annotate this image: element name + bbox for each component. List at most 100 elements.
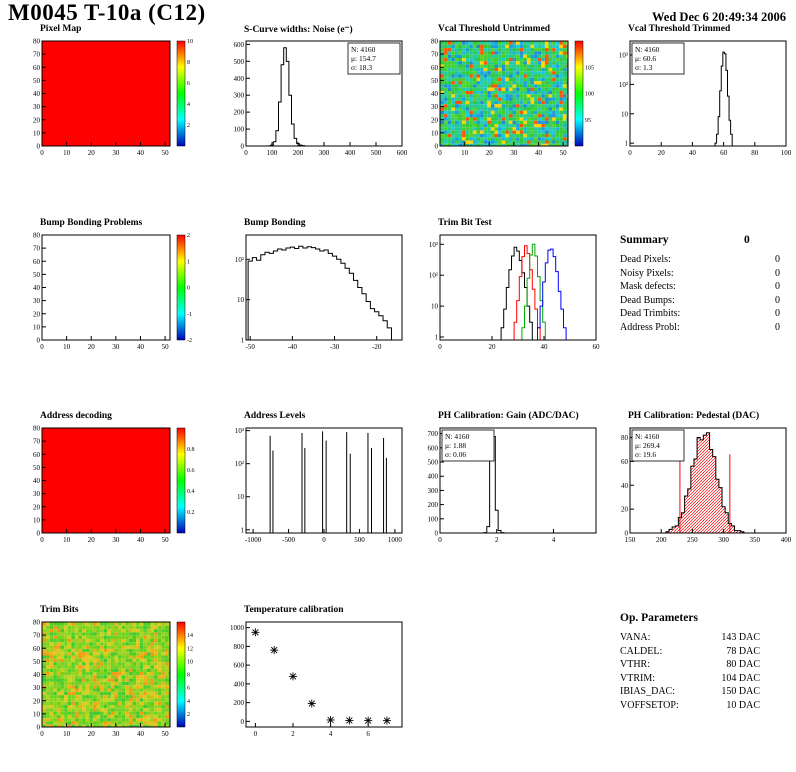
plot-area: 150 200 250 300 350 400 0 20 40 60 80 N: 4160 μ: 269… — [600, 423, 796, 561]
svg-text:8: 8 — [187, 673, 190, 679]
chart-title: Pixel Map — [40, 24, 82, 34]
svg-text:350: 350 — [750, 536, 761, 544]
svg-text:60: 60 — [33, 64, 41, 72]
chart-ph-gain: PH Calibration: Gain (ADC/DAC) 0 2 4 0 100 20… — [410, 411, 610, 563]
svg-text:μ: 1.88: μ: 1.88 — [445, 441, 466, 450]
svg-text:60: 60 — [33, 645, 41, 653]
svg-text:0: 0 — [625, 530, 629, 538]
svg-text:20: 20 — [88, 149, 96, 157]
chart-trim-bit-test: Trim Bit Test 0 20 40 60 1 10 10² 10³ — [410, 218, 610, 370]
svg-text:10: 10 — [237, 493, 245, 501]
svg-text:1: 1 — [241, 337, 245, 345]
op-parameters-header: Op. Parameters — [620, 612, 760, 626]
svg-text:200: 200 — [293, 149, 304, 157]
summary-row-value: 0 — [775, 254, 780, 265]
svg-text:2: 2 — [187, 123, 190, 129]
svg-text:0: 0 — [254, 730, 258, 738]
svg-text:700: 700 — [428, 430, 439, 438]
svg-text:10³: 10³ — [429, 241, 438, 249]
svg-text:600: 600 — [234, 662, 245, 670]
summary-row: Mask defects: 0 — [620, 280, 780, 294]
svg-text:80: 80 — [33, 425, 41, 433]
plot-svg: 0 10 20 30 40 50 0 10 20 30 40 50 60 70 80 2 4 6 8 10 — [33, 38, 193, 158]
svg-text:50: 50 — [33, 658, 41, 666]
svg-text:0: 0 — [40, 536, 44, 544]
op-parameters-title: Op. Parameters — [620, 612, 698, 624]
op-parameter-value: 78 DAC — [726, 645, 760, 657]
svg-text:40: 40 — [33, 671, 41, 679]
svg-text:20: 20 — [33, 697, 41, 705]
svg-text:0: 0 — [322, 536, 326, 544]
svg-text:1000: 1000 — [230, 624, 245, 632]
svg-text:0: 0 — [241, 143, 245, 151]
svg-text:0: 0 — [37, 337, 41, 345]
svg-text:40: 40 — [33, 284, 41, 292]
svg-text:10: 10 — [63, 343, 71, 351]
plot-svg: 0 100 200 300 400 500 600 0 100 200 300 400 500 600 N:… — [234, 40, 408, 157]
svg-text:70: 70 — [33, 245, 41, 253]
svg-text:10: 10 — [33, 516, 41, 524]
svg-text:4: 4 — [187, 699, 190, 705]
svg-text:40: 40 — [621, 482, 629, 490]
svg-text:50: 50 — [33, 271, 41, 279]
svg-text:50: 50 — [162, 343, 170, 351]
svg-text:σ: 19.6: σ: 19.6 — [635, 450, 656, 459]
svg-text:30: 30 — [112, 343, 120, 351]
svg-text:0: 0 — [187, 286, 190, 292]
svg-text:10: 10 — [461, 149, 469, 157]
svg-text:6: 6 — [187, 686, 190, 692]
svg-text:70: 70 — [431, 51, 439, 59]
svg-text:10³: 10³ — [235, 427, 244, 435]
svg-text:600: 600 — [397, 149, 408, 157]
op-parameter-label: VTHR: — [620, 659, 650, 670]
svg-text:70: 70 — [33, 51, 41, 59]
svg-text:2: 2 — [187, 712, 190, 718]
svg-text:0: 0 — [435, 530, 439, 538]
summary-row-value: 0 — [775, 308, 780, 319]
svg-text:0: 0 — [628, 149, 632, 157]
svg-text:40: 40 — [137, 536, 145, 544]
summary-row-label: Dead Pixels: — [620, 254, 671, 265]
svg-text:10: 10 — [33, 129, 41, 137]
svg-text:-20: -20 — [372, 343, 382, 351]
plot-area: 0 100 200 300 400 500 600 0 100 200 300 400 500 600 N:… — [216, 36, 414, 174]
svg-text:4: 4 — [329, 730, 333, 738]
svg-text:σ: 18.3: σ: 18.3 — [351, 63, 372, 72]
summary-row-label: Dead Bumps: — [620, 294, 675, 306]
summary-row-value: 0 — [775, 281, 780, 292]
summary-row: Dead Bumps: 0 — [620, 294, 780, 308]
svg-text:20: 20 — [489, 343, 497, 351]
chart-title: Address Levels — [244, 411, 306, 421]
svg-text:30: 30 — [112, 730, 120, 738]
svg-text:2: 2 — [187, 233, 190, 239]
svg-text:0: 0 — [438, 536, 442, 544]
page-title: M0045 T-10a (C12) — [8, 0, 206, 25]
svg-text:20: 20 — [88, 536, 96, 544]
svg-text:-50: -50 — [246, 343, 256, 351]
svg-text:400: 400 — [781, 536, 792, 544]
svg-text:30: 30 — [112, 536, 120, 544]
svg-text:10: 10 — [63, 536, 71, 544]
svg-text:60: 60 — [431, 64, 439, 72]
chart-title: Vcal Threshold Untrimmed — [438, 24, 551, 34]
summary-row-label: Noisy Pixels: — [620, 267, 674, 279]
svg-text:100: 100 — [428, 515, 439, 523]
svg-text:80: 80 — [33, 38, 41, 46]
chart-bump-bonding: Bump Bonding -50 -40 -30 -20 1 10 10² — [216, 218, 416, 370]
svg-text:40: 40 — [431, 90, 439, 98]
svg-text:400: 400 — [234, 680, 245, 688]
chart-address-levels: Address Levels -1000 -500 0 500 1000 1 10 10² 10… — [216, 411, 416, 563]
svg-text:50: 50 — [431, 77, 439, 85]
svg-text:70: 70 — [33, 438, 41, 446]
op-parameter-label: IBIAS_DAC: — [620, 686, 676, 697]
svg-text:500: 500 — [371, 149, 382, 157]
chart-title: Temperature calibration — [244, 605, 344, 615]
svg-text:1: 1 — [435, 334, 439, 342]
svg-text:40: 40 — [137, 730, 145, 738]
svg-text:50: 50 — [162, 149, 170, 157]
plot-svg: 0 10 20 30 40 50 0 10 20 30 40 50 60 70 80 0.2 0.4 0.6 0.8 — [33, 425, 195, 545]
svg-text:200: 200 — [656, 536, 667, 544]
svg-text:600: 600 — [428, 444, 439, 452]
